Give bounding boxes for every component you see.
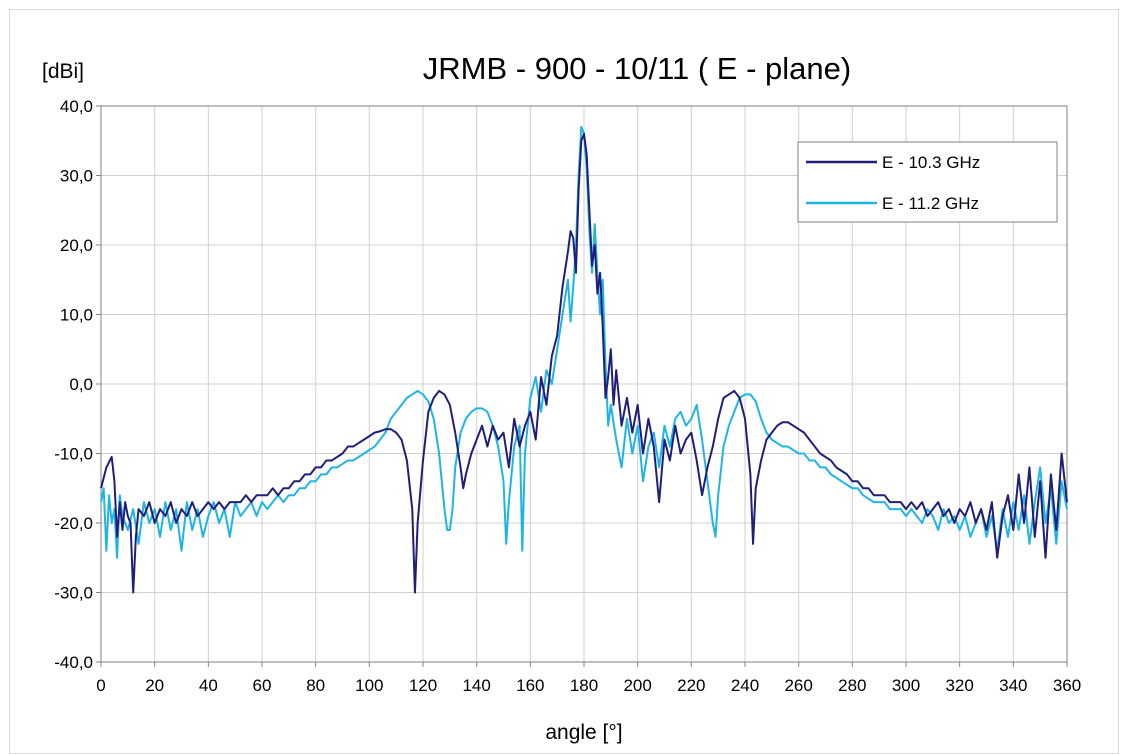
- x-tick-label: 40: [199, 676, 218, 695]
- x-tick-label: 320: [945, 676, 973, 695]
- x-tick-label: 160: [516, 676, 544, 695]
- x-tick-label: 100: [355, 676, 383, 695]
- x-tick-label: 220: [677, 676, 705, 695]
- x-axis-label: angle [°]: [545, 721, 622, 744]
- y-tick-label: 20,0: [60, 236, 93, 255]
- y-tick-label: -30,0: [54, 584, 93, 603]
- legend: E - 10.3 GHz E - 11.2 GHz: [797, 141, 1058, 223]
- grid: [96, 105, 1068, 667]
- x-tick-label: 240: [731, 676, 759, 695]
- y-tick-label: 30,0: [60, 167, 93, 186]
- y-tick-label: 40,0: [60, 97, 93, 116]
- y-tick-label: 10,0: [60, 306, 93, 325]
- y-tick-labels: -40,0 -30,0 -20,0 -10,0 0,0 10,0 20,0 30,0 40,0: [54, 97, 93, 672]
- x-tick-labels: 0 20 40 60 80 100 120 140 160 180 200 220 240 260 280 3…: [96, 676, 1081, 695]
- x-tick-label: 180: [570, 676, 598, 695]
- y-tick-label: -10,0: [54, 445, 93, 464]
- y-axis-label: [dBi]: [42, 60, 84, 83]
- x-tick-label: 260: [784, 676, 812, 695]
- x-tick-label: 340: [999, 676, 1027, 695]
- legend-box: [797, 141, 1058, 223]
- x-tick-label: 140: [462, 676, 490, 695]
- x-tick-label: 0: [96, 676, 105, 695]
- legend-label-0: E - 10.3 GHz: [882, 153, 980, 172]
- chart-title: JRMB - 900 - 10/11 ( E - plane): [423, 51, 851, 86]
- series-line-0: [100, 132, 1068, 594]
- y-tick-label: -20,0: [54, 514, 93, 533]
- x-tick-label: 60: [253, 676, 272, 695]
- series: [100, 125, 1068, 594]
- x-tick-label: 280: [838, 676, 866, 695]
- x-tick-label: 80: [306, 676, 325, 695]
- x-tick-label: 200: [623, 676, 651, 695]
- x-tick-label: 120: [409, 676, 437, 695]
- plot-area: [100, 105, 1068, 663]
- chart-frame: [9, 9, 1119, 754]
- legend-label-1: E - 11.2 GHz: [882, 194, 979, 213]
- x-tick-label: 360: [1053, 676, 1081, 695]
- y-tick-label: 0,0: [69, 375, 93, 394]
- x-tick-label: 300: [892, 676, 920, 695]
- y-tick-label: -40,0: [54, 653, 93, 672]
- x-tick-label: 20: [145, 676, 164, 695]
